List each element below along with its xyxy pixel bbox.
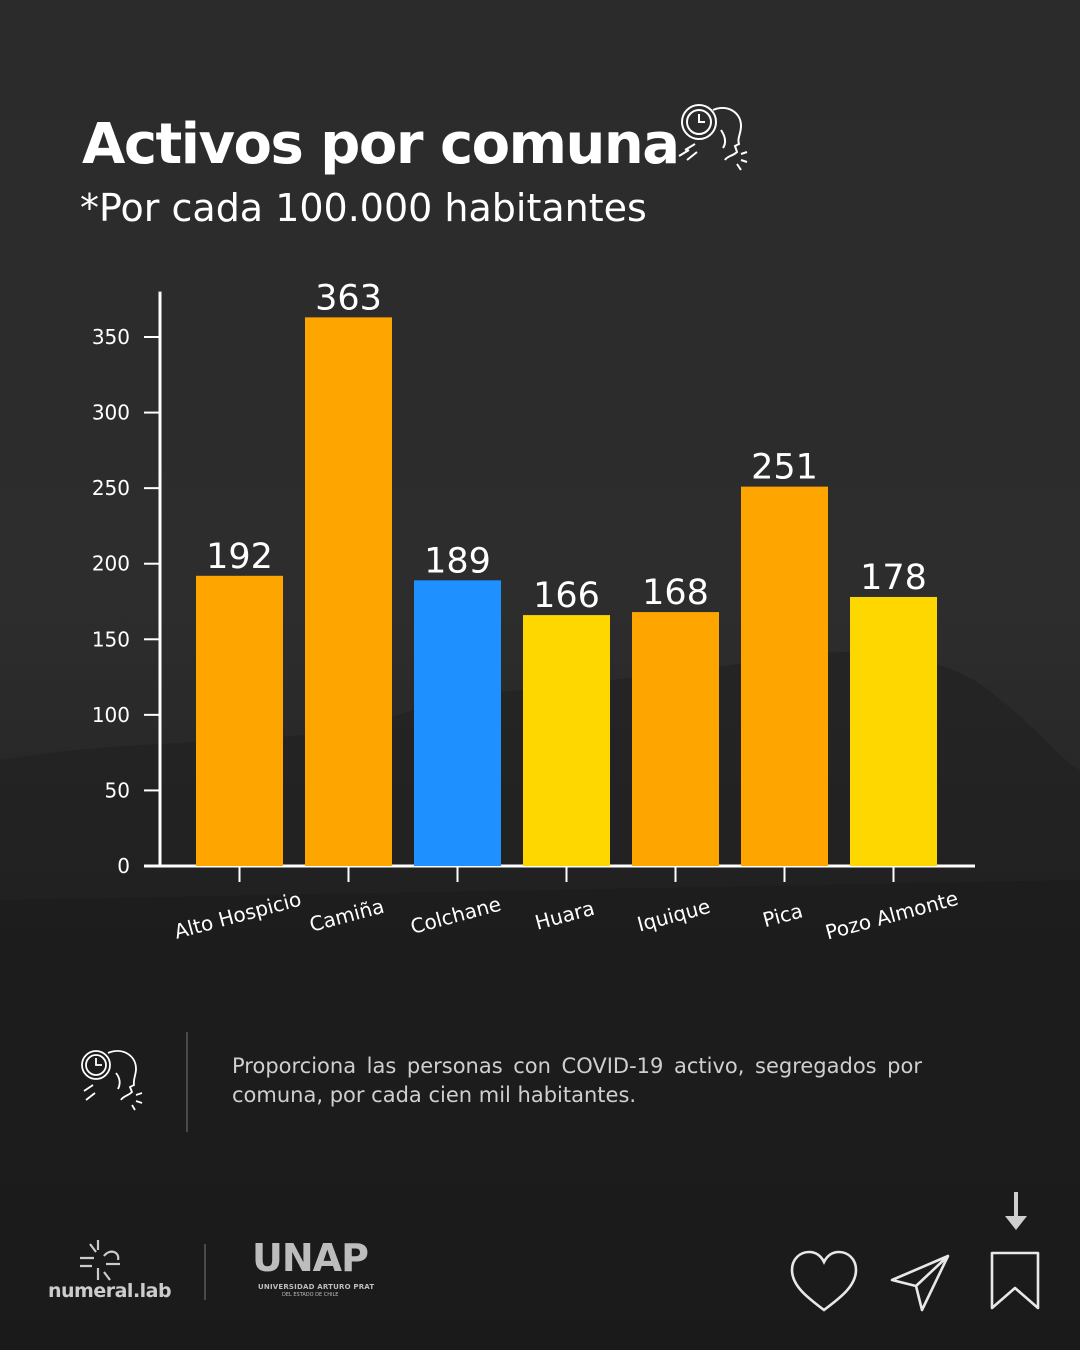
bar (305, 317, 392, 866)
bar-chart: 0 50 100 150 200 250 300 350 192 Alto Hospicio 363… (0, 0, 1080, 1000)
bar (414, 580, 501, 866)
description-divider (186, 1032, 188, 1132)
unap-logo: UNAP (252, 1236, 368, 1280)
unap-logo-subtitle-2: DEL ESTADO DE CHILE (282, 1292, 338, 1298)
x-tick-label: Alto Hospicio (172, 887, 304, 944)
y-tick-label: 150 (92, 627, 130, 651)
data-label: 251 (751, 448, 818, 488)
data-label: 166 (533, 576, 600, 616)
virus-cough-icon (78, 1045, 144, 1111)
y-tick-label: 100 (92, 703, 130, 727)
numeral-lab-logo-icon (76, 1238, 124, 1282)
bar (632, 612, 719, 866)
x-tick-label: Iquique (635, 894, 713, 936)
y-tick-label: 200 (92, 552, 130, 576)
bar (741, 487, 828, 866)
send-icon[interactable] (888, 1252, 952, 1312)
bookmark-icon[interactable] (988, 1250, 1042, 1312)
data-label: 189 (424, 541, 491, 581)
y-tick-label: 50 (105, 778, 130, 802)
bar (523, 615, 610, 866)
x-tick-label: Colchane (408, 892, 504, 939)
brand-name: numeral.lab (48, 1280, 171, 1302)
data-label: 363 (315, 278, 382, 318)
x-tick-label: Pica (760, 898, 805, 932)
unap-logo-subtitle: UNIVERSIDAD ARTURO PRAT (258, 1283, 374, 1291)
x-tick-label: Camiña (307, 894, 387, 937)
data-label: 192 (206, 537, 273, 577)
x-tick-label: Huara (532, 896, 597, 935)
y-tick-label: 350 (92, 325, 130, 349)
y-tick-label: 250 (92, 476, 130, 500)
footer-divider (204, 1244, 206, 1300)
data-label: 178 (860, 558, 927, 598)
bar (196, 576, 283, 866)
bar (850, 597, 937, 866)
y-tick-label: 300 (92, 401, 130, 425)
x-tick-label: Pozo Almonte (823, 886, 961, 945)
chart-description: Proporciona las personas con COVID-19 ac… (232, 1052, 922, 1110)
arrow-down-icon (1003, 1190, 1029, 1232)
heart-icon[interactable] (788, 1248, 860, 1314)
y-tick-label: 0 (117, 854, 130, 878)
data-label: 168 (642, 573, 709, 613)
